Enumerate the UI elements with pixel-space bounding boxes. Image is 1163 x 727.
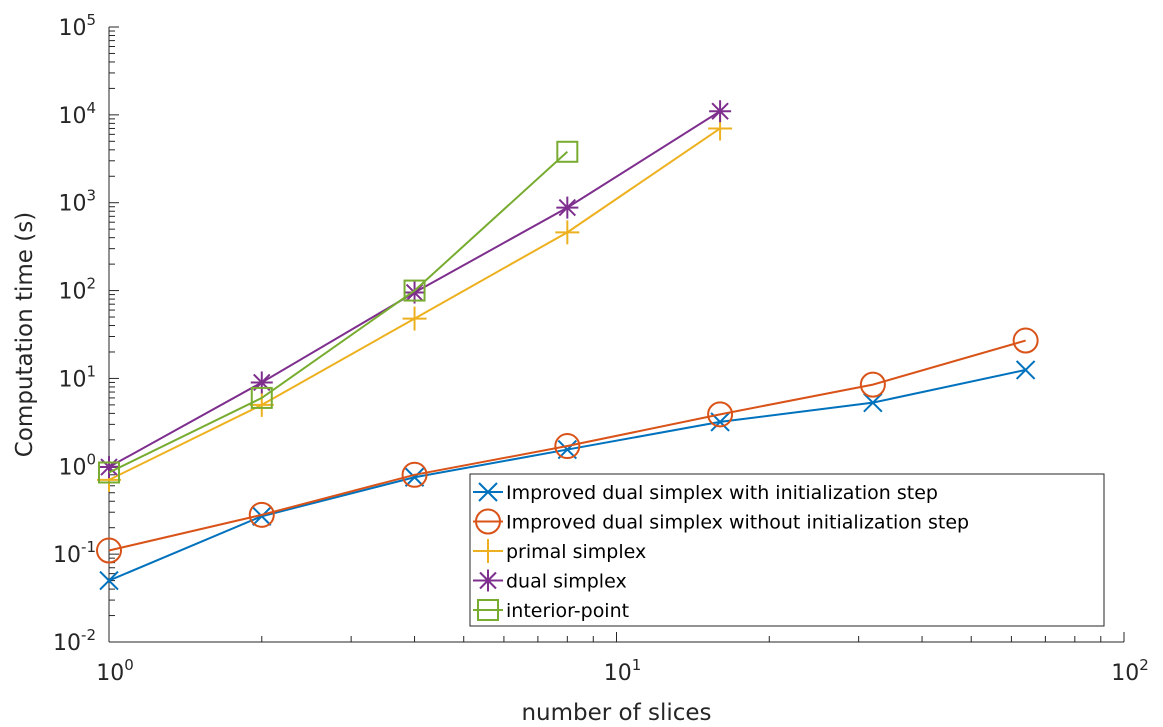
legend-marker bbox=[478, 482, 498, 502]
legend-box bbox=[469, 473, 1105, 627]
y-tick-label: 105 bbox=[58, 11, 96, 41]
series-3 bbox=[97, 116, 733, 492]
y-tick-label: 102 bbox=[58, 275, 96, 305]
legend-item: Improved dual simplex with initializatio… bbox=[473, 482, 938, 504]
data-point bbox=[707, 401, 734, 428]
x-tick-label: 101 bbox=[604, 656, 642, 686]
y-tick-label: 10-1 bbox=[53, 538, 96, 568]
legend-item: dual simplex bbox=[473, 569, 627, 593]
legend-label: interior-point bbox=[506, 600, 629, 622]
data-point bbox=[403, 279, 426, 302]
y-tick-label: 10-2 bbox=[53, 626, 96, 656]
series-line bbox=[108, 339, 1026, 552]
x-axis-title: number of slices bbox=[521, 700, 711, 726]
data-point bbox=[1015, 360, 1036, 380]
y-tick-label: 103 bbox=[58, 187, 96, 217]
series-2 bbox=[96, 327, 1039, 564]
legend-marker bbox=[475, 508, 501, 535]
data-point bbox=[252, 506, 272, 526]
data-point bbox=[556, 196, 579, 219]
data-point bbox=[554, 433, 581, 460]
series-line bbox=[108, 151, 568, 474]
legend-label: Improved dual simplex without initializa… bbox=[506, 512, 969, 534]
y-axis-title: Computation time (s) bbox=[12, 212, 38, 457]
data-point bbox=[859, 371, 886, 398]
series-5 bbox=[98, 140, 579, 484]
x-tick-label: 100 bbox=[96, 656, 134, 686]
data-point bbox=[250, 371, 273, 394]
data-point bbox=[99, 570, 119, 591]
data-point bbox=[401, 461, 428, 488]
data-point bbox=[402, 306, 427, 331]
data-point bbox=[250, 386, 273, 409]
legend-item: Improved dual simplex without initializa… bbox=[473, 508, 969, 535]
data-point bbox=[98, 456, 120, 479]
y-tick-label: 101 bbox=[58, 362, 96, 392]
legend-label: primal simplex bbox=[506, 541, 646, 563]
data-point bbox=[96, 537, 122, 564]
legend-label: dual simplex bbox=[506, 571, 627, 593]
x-tick-label: 102 bbox=[1111, 656, 1149, 686]
legend: Improved dual simplex with initializatio… bbox=[469, 473, 1105, 627]
y-tick-label: 104 bbox=[58, 99, 96, 129]
data-point bbox=[555, 220, 580, 245]
data-point bbox=[403, 281, 426, 304]
data-point bbox=[709, 100, 732, 123]
data-point bbox=[863, 392, 883, 413]
series-group bbox=[96, 100, 1039, 591]
data-point bbox=[404, 467, 425, 487]
data-point bbox=[249, 392, 274, 417]
y-tick-label: 100 bbox=[58, 450, 96, 480]
series-4 bbox=[98, 100, 732, 479]
ticks: 100 101 102 10-2 10-1 100 101 102 103 104 105 bbox=[53, 11, 1149, 686]
data-point bbox=[556, 140, 579, 163]
data-point bbox=[1012, 327, 1039, 354]
legend-marker bbox=[476, 539, 500, 563]
legend-marker bbox=[477, 599, 499, 621]
data-point bbox=[98, 461, 120, 484]
legend-marker bbox=[477, 569, 499, 592]
legend-item: primal simplex bbox=[473, 539, 646, 563]
data-point bbox=[248, 501, 275, 528]
legend-item: interior-point bbox=[473, 599, 629, 622]
legend-label: Improved dual simplex with initializatio… bbox=[506, 482, 938, 504]
